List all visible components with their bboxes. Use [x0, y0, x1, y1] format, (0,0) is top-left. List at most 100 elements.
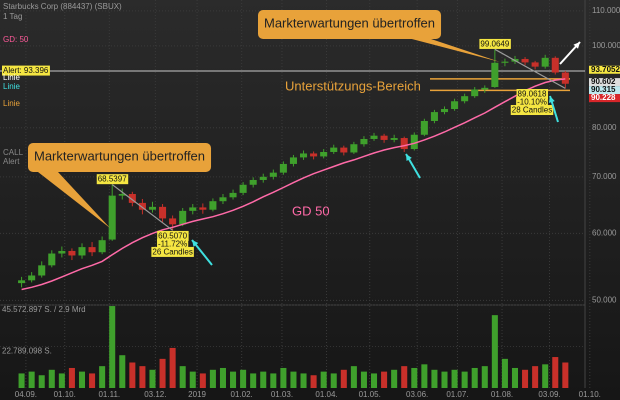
volume-bar	[260, 371, 267, 388]
candle-body	[249, 179, 257, 185]
candle-body	[58, 250, 66, 254]
x-tick-label: 01.05.	[359, 390, 381, 399]
candle-body	[390, 138, 398, 140]
volume-bar	[411, 367, 418, 388]
y-tick-label: 80.000	[592, 123, 617, 132]
candle-body	[340, 147, 348, 153]
candle-body	[108, 195, 116, 240]
candle-body	[350, 144, 358, 153]
candle-body	[561, 72, 569, 84]
price-tag	[589, 65, 620, 74]
volume-bar	[139, 366, 146, 388]
candle-body	[179, 210, 187, 225]
candle-body	[88, 247, 96, 253]
volume-bar	[320, 371, 327, 388]
candle-body	[330, 147, 338, 152]
volume-bar	[421, 364, 428, 388]
candle-body	[551, 57, 559, 73]
volume-bar	[219, 367, 226, 388]
candle-body	[430, 112, 438, 121]
arrow-head	[548, 96, 555, 103]
legend-item: Linie	[3, 73, 20, 82]
volume-bar	[179, 366, 186, 388]
volume-bar	[159, 358, 166, 388]
volume-bar	[230, 371, 237, 388]
volume-bar	[300, 373, 307, 388]
legend-item: CALL	[3, 148, 24, 157]
candle-body	[410, 134, 418, 150]
x-tick-label: 01.04.	[315, 390, 337, 399]
volume-bar	[471, 367, 478, 388]
callout-pointer	[408, 38, 500, 62]
volume-bar	[451, 369, 458, 388]
candle-body	[269, 172, 277, 177]
callout-box	[258, 10, 442, 39]
volume-bar	[370, 373, 378, 388]
candle-body	[289, 157, 297, 164]
y-tick-label: 60.000	[592, 229, 617, 238]
price-tag-label: 90.228	[591, 93, 616, 102]
price-tag-label: 90.602	[591, 77, 616, 86]
label-box	[157, 238, 189, 249]
candle-body	[189, 207, 197, 211]
volume-bar	[58, 373, 65, 388]
x-tick-label: 01.10.	[579, 390, 601, 399]
volume-bar	[441, 371, 448, 388]
legend-item: Linie	[3, 99, 20, 108]
x-tick-label: 01.10.	[54, 390, 76, 399]
volume-bar	[401, 366, 408, 388]
x-tick-label: 01.11.	[98, 390, 120, 399]
candle-body	[501, 61, 509, 63]
x-tick-label: 03.09.	[538, 390, 560, 399]
arrow-head	[406, 154, 412, 161]
candle-body	[481, 87, 489, 90]
ma-label: GD 50	[292, 203, 330, 218]
candle-body	[159, 206, 167, 219]
price-tag	[589, 86, 620, 95]
candle-body	[28, 275, 36, 281]
candle-body	[98, 240, 106, 253]
candle-body	[38, 265, 46, 276]
volume-tick-label: 45.572.897 S. / 2.9 Mrd	[2, 305, 86, 314]
arrow-head	[573, 42, 580, 49]
candle-body	[259, 176, 267, 180]
y-tick-label: 100.000	[592, 41, 620, 50]
x-tick-label: 2019	[188, 390, 206, 399]
volume-bar	[109, 306, 116, 388]
volume-bar	[99, 366, 106, 388]
volume-bar	[89, 373, 96, 388]
volume-bar	[28, 371, 35, 388]
callout-text: Markterwartungen übertroffen	[264, 15, 435, 30]
x-tick-label: 01.08.	[491, 390, 513, 399]
price-tag	[589, 78, 620, 87]
callout-text: Markterwartungen übertroffen	[34, 148, 205, 163]
volume-bar	[350, 366, 357, 388]
volume-bar	[340, 369, 347, 388]
volume-bar	[209, 369, 216, 388]
measure-low-label: -11.72%	[158, 239, 187, 248]
candle-body	[229, 192, 237, 198]
volume-bar	[330, 373, 337, 388]
volume-bar	[532, 366, 539, 388]
candle-body	[239, 184, 247, 193]
candle-body	[380, 135, 388, 140]
volume-bar	[360, 371, 367, 388]
volume-bar	[290, 371, 297, 388]
chart-title: Starbucks Corp (884437) (SBUX)	[3, 2, 122, 11]
volume-bar	[169, 347, 176, 388]
volume-bar	[240, 369, 247, 388]
volume-bar	[431, 369, 438, 388]
candle-body	[461, 96, 469, 102]
label-box	[510, 105, 554, 116]
volume-bar	[280, 367, 287, 388]
candle-body	[360, 138, 368, 145]
candle-body	[541, 57, 549, 67]
volume-bar	[522, 369, 529, 388]
volume-bar	[250, 373, 257, 388]
candle-body	[18, 280, 26, 284]
candle-body	[300, 153, 308, 158]
label-box	[516, 89, 549, 100]
callout-box	[28, 143, 212, 172]
label-box	[479, 38, 511, 49]
